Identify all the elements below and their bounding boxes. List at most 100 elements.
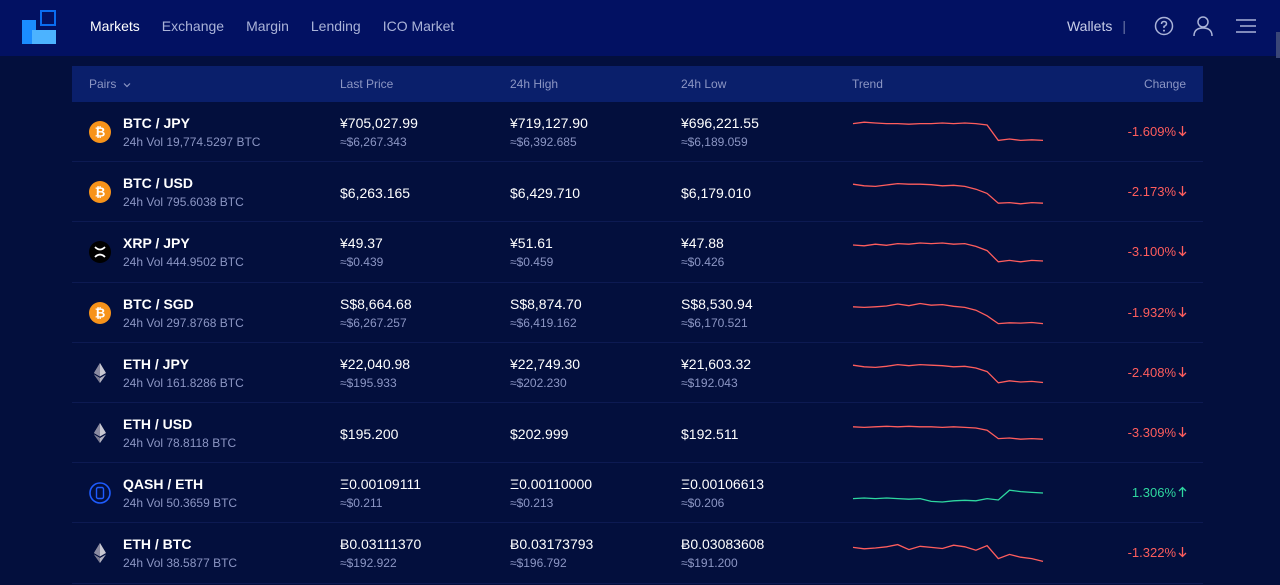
nav-ico-market[interactable]: ICO Market (382, 18, 455, 34)
change-value: -1.932% (1128, 305, 1187, 320)
low-price: ¥47.88 (681, 235, 724, 252)
markets-table: Pairs Last Price 24h High 24h Low Trend … (72, 66, 1203, 584)
last-price-usd: ≈$192.922 (340, 556, 397, 571)
nav-markets[interactable]: Markets (90, 18, 140, 34)
top-navigation-bar: Markets Exchange Margin Lending ICO Mark… (0, 0, 1280, 56)
last-price-usd: ≈$0.211 (340, 496, 383, 511)
trend-line (852, 425, 1044, 440)
pair-name: ETH / JPY (123, 355, 190, 372)
high-price: ¥22,749.30 (510, 355, 581, 372)
trend-sparkline (852, 489, 1044, 503)
table-row[interactable]: QASH / ETH 24h Vol 50.3659 BTC Ξ0.00109111… (72, 463, 1203, 524)
header-last-price: Last Price (340, 77, 394, 91)
table-row[interactable]: ₿ BTC / USD 24h Vol 795.6038 BTC $6,263.165… (72, 162, 1203, 223)
trend-sparkline (852, 183, 1044, 205)
logo-icon[interactable] (22, 10, 56, 44)
table-row[interactable]: ETH / BTC 24h Vol 38.5877 BTC Ƀ0.03111370 ≈… (72, 523, 1203, 584)
header-change: Change (1143, 77, 1186, 91)
pair-name: QASH / ETH (123, 476, 204, 493)
low-price: $192.511 (681, 425, 739, 442)
high-price-usd: ≈$196.792 (510, 556, 567, 571)
low-price: ¥21,603.32 (681, 355, 752, 372)
change-percent: -2.173% (1127, 184, 1176, 200)
change-percent: -2.408% (1127, 364, 1176, 380)
trend-line (852, 183, 1044, 205)
table-row[interactable]: ETH / USD 24h Vol 78.8118 BTC $195.200 $202… (72, 403, 1203, 464)
high-price-usd: ≈$6,419.162 (510, 315, 577, 330)
last-price: Ξ0.00109111 (340, 476, 421, 493)
trend-sparkline (852, 425, 1044, 440)
change-value: -2.408% (1128, 365, 1187, 380)
table-row[interactable]: ₿ BTC / JPY 24h Vol 19,774.5297 BTC ¥705,02… (72, 102, 1203, 163)
last-price: ¥22,040.98 (340, 355, 411, 372)
high-price: $6,429.710 (510, 185, 581, 202)
bitcoin-icon: ₿ (89, 181, 111, 204)
pair-name: BTC / JPY (123, 115, 190, 131)
pair-volume: 24h Vol 795.6038 BTC (123, 195, 244, 210)
table-row[interactable]: ₿ BTC / SGD 24h Vol 297.8768 BTC S$8,664.68… (72, 283, 1203, 343)
user-nav: Wallets | (1067, 0, 1256, 52)
menu-icon[interactable] (1236, 18, 1256, 34)
last-price: $6,263.165 (340, 185, 411, 202)
last-price: ¥705,027.99 (340, 115, 418, 131)
low-price-usd: ≈$191.200 (681, 556, 738, 571)
header-pairs-label: Pairs (89, 77, 117, 91)
pair-name: BTC / SGD (123, 295, 194, 312)
bitcoin-icon: ₿ (89, 301, 111, 324)
arrow-down-icon (1178, 126, 1187, 137)
last-price-usd: ≈$6,267.257 (340, 315, 407, 330)
nav-margin[interactable]: Margin (246, 18, 289, 34)
last-price: $195.200 (340, 425, 399, 442)
high-price: ¥719,127.90 (510, 115, 588, 131)
header-trend: Trend (852, 77, 883, 91)
high-price: Ƀ0.03173793 (510, 536, 594, 553)
arrow-down-icon (1178, 366, 1187, 378)
table-row[interactable]: XRP / JPY 24h Vol 444.9502 BTC ¥49.37 ≈$0.4… (72, 222, 1203, 283)
high-price: $202.999 (510, 425, 569, 442)
scrollbar[interactable] (1276, 32, 1280, 58)
high-price: Ξ0.00110000 (510, 476, 593, 493)
change-percent: -3.100% (1127, 244, 1176, 260)
pair-name: ETH / BTC (123, 536, 192, 553)
trend-line (852, 121, 1044, 142)
low-price-usd: ≈$0.426 (681, 255, 725, 270)
ethereum-icon (94, 362, 106, 383)
nav-exchange[interactable]: Exchange (161, 18, 225, 34)
trend-line (852, 242, 1044, 263)
svg-text:₿: ₿ (95, 126, 106, 141)
nav-lending[interactable]: Lending (310, 18, 361, 34)
low-price-usd: ≈$6,170.521 (681, 315, 748, 330)
change-percent: -1.322% (1127, 545, 1176, 561)
low-price: Ξ0.00106613 (681, 476, 765, 493)
change-percent: -1.609% (1127, 124, 1176, 139)
svg-text:₿: ₿ (95, 186, 106, 201)
trend-sparkline (852, 242, 1044, 263)
wallets-link[interactable]: Wallets (1066, 18, 1113, 34)
low-price: ¥696,221.55 (681, 115, 759, 131)
change-percent: -3.309% (1127, 424, 1176, 440)
arrow-down-icon (1178, 246, 1187, 257)
header-pairs[interactable]: Pairs (89, 77, 131, 91)
low-price: S$8,530.94 (681, 295, 753, 312)
arrow-down-icon (1178, 426, 1187, 438)
arrow-up-icon (1178, 486, 1187, 498)
change-value: 1.306% (1132, 485, 1187, 500)
trend-sparkline (852, 302, 1044, 324)
pair-volume: 24h Vol 19,774.5297 BTC (123, 135, 261, 149)
trend-line (852, 489, 1044, 503)
user-profile-icon[interactable] (1192, 15, 1214, 37)
bitcoin-icon: ₿ (89, 121, 111, 143)
change-value: -1.322% (1128, 545, 1187, 560)
high-price-usd: ≈$0.213 (510, 496, 554, 511)
help-icon[interactable] (1154, 16, 1174, 36)
pair-name: XRP / JPY (123, 235, 190, 252)
pair-volume: 24h Vol 78.8118 BTC (123, 435, 237, 450)
change-value: -2.173% (1128, 184, 1187, 199)
main-nav: Markets Exchange Margin Lending ICO Mark… (90, 0, 476, 52)
last-price-usd: ≈$195.933 (340, 375, 397, 390)
trend-sparkline (852, 121, 1044, 142)
table-row[interactable]: ETH / JPY 24h Vol 161.8286 BTC ¥22,040.98 ≈… (72, 343, 1203, 403)
table-body: ₿ BTC / JPY 24h Vol 19,774.5297 BTC ¥705,02… (72, 102, 1203, 584)
pair-volume: 24h Vol 38.5877 BTC (123, 556, 238, 571)
arrow-down-icon (1178, 547, 1187, 558)
